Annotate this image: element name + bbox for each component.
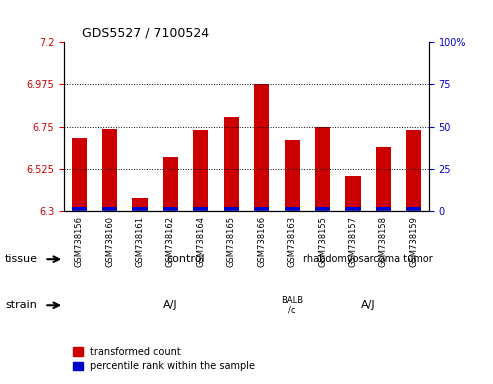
Text: A/J: A/J — [361, 300, 375, 310]
Text: BALB
/c: BALB /c — [281, 296, 303, 315]
Bar — [345, 175, 360, 211]
Bar — [193, 131, 209, 211]
Text: tissue: tissue — [5, 254, 38, 264]
Bar — [254, 84, 269, 211]
Bar — [345, 207, 360, 211]
Bar — [284, 140, 300, 211]
Bar — [406, 131, 422, 211]
Bar — [71, 207, 87, 211]
Bar — [133, 198, 148, 211]
Bar — [315, 207, 330, 211]
Bar — [376, 207, 391, 211]
Bar — [376, 147, 391, 211]
Text: A/J: A/J — [163, 300, 178, 310]
Bar — [163, 207, 178, 211]
Bar — [224, 207, 239, 211]
Bar — [163, 157, 178, 211]
Text: strain: strain — [5, 300, 37, 310]
Bar — [102, 207, 117, 211]
Bar — [71, 138, 87, 211]
Bar — [133, 207, 148, 211]
Text: rhabdomyosarcoma tumor: rhabdomyosarcoma tumor — [303, 254, 433, 264]
Legend: transformed count, percentile rank within the sample: transformed count, percentile rank withi… — [69, 343, 259, 375]
Bar — [315, 127, 330, 211]
Bar — [193, 207, 209, 211]
Bar — [406, 207, 422, 211]
Bar — [254, 207, 269, 211]
Bar — [284, 207, 300, 211]
Bar — [102, 129, 117, 211]
Bar — [224, 118, 239, 211]
Text: control: control — [166, 254, 205, 264]
Text: GDS5527 / 7100524: GDS5527 / 7100524 — [82, 26, 210, 40]
